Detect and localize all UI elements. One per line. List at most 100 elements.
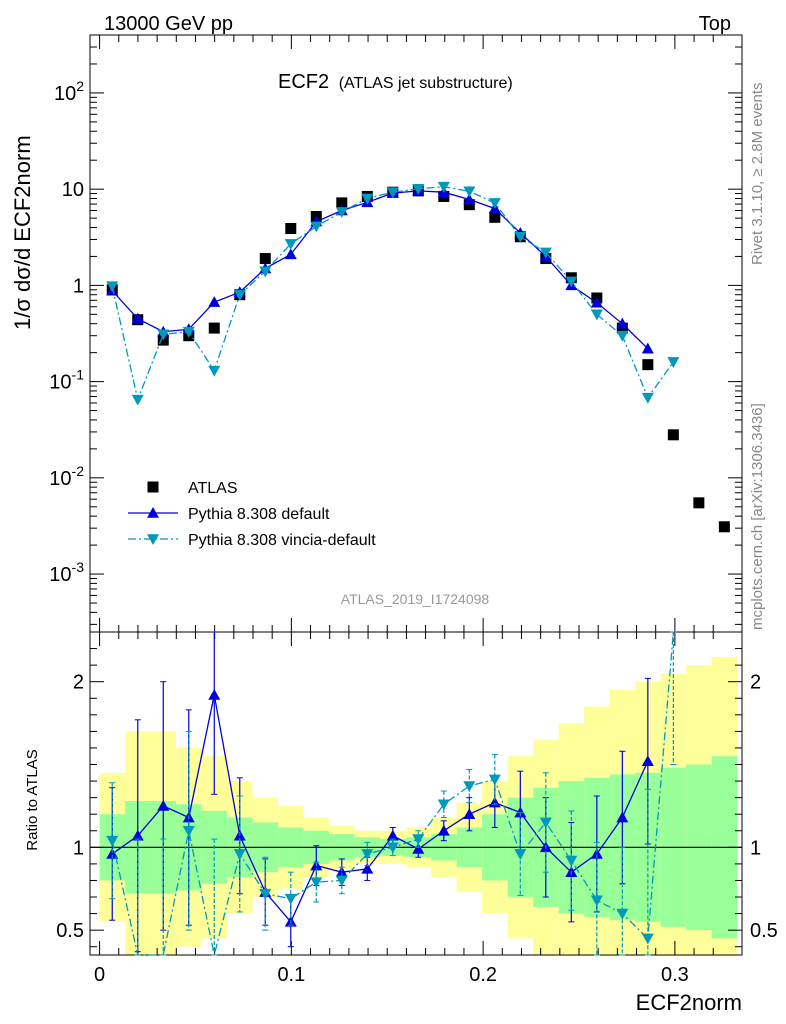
tick-exp: -2 bbox=[72, 463, 85, 479]
ratio-point-default bbox=[590, 847, 603, 859]
ratio-point-vincia bbox=[259, 888, 272, 900]
main-point-vincia bbox=[310, 221, 323, 233]
main-point-atlas bbox=[463, 199, 475, 211]
main-point-vincia bbox=[641, 392, 654, 404]
ratio-point-vincia bbox=[310, 877, 323, 889]
main-y-axis-label: 1/σ dσ/d ECF2norm bbox=[10, 135, 35, 330]
process-label: Top bbox=[699, 13, 731, 35]
x-tick-label: 0 bbox=[94, 964, 105, 986]
ratio-point-default bbox=[412, 842, 425, 854]
main-point-default bbox=[641, 342, 654, 354]
ratio-point-vincia bbox=[284, 893, 297, 905]
x-tick-label: 0.1 bbox=[277, 964, 305, 986]
main-point-vincia bbox=[437, 181, 450, 193]
main-point-vincia bbox=[412, 183, 425, 195]
main-point-atlas bbox=[208, 322, 220, 334]
ratio-y-tick-label-right: 1 bbox=[750, 837, 761, 859]
x-axis-label: ECF2norm bbox=[636, 990, 742, 1015]
ratio-point-default bbox=[131, 829, 144, 841]
main-marks bbox=[106, 181, 730, 533]
ratio-point-vincia bbox=[386, 842, 399, 854]
ratio-point-default bbox=[335, 866, 348, 877]
ratio-series-line bbox=[111, 694, 649, 924]
ratio-point-vincia bbox=[437, 799, 450, 811]
title-main: ECF2 bbox=[278, 71, 329, 93]
tick-exp: -1 bbox=[72, 367, 85, 383]
main-point-atlas bbox=[285, 223, 297, 235]
main-point-vincia bbox=[182, 326, 195, 338]
main-point-default bbox=[131, 312, 144, 324]
ratio-point-vincia bbox=[361, 849, 374, 860]
ratio-point-vincia bbox=[233, 849, 246, 860]
ratio-marks bbox=[106, 631, 677, 956]
tick-base: 10 bbox=[49, 564, 71, 586]
ratio-point-default bbox=[361, 862, 374, 874]
ratio-point-default bbox=[386, 829, 399, 841]
legend-marker-vincia bbox=[147, 534, 159, 545]
main-point-atlas bbox=[489, 211, 501, 223]
main-point-vincia bbox=[463, 186, 476, 198]
ratio-frame bbox=[89, 631, 743, 956]
main-point-default bbox=[590, 296, 603, 308]
main-point-vincia bbox=[131, 394, 144, 406]
ratio-point-vincia bbox=[641, 933, 654, 945]
tick-base: 10 bbox=[49, 372, 71, 394]
legend: ATLAS Pythia 8.308 default Pythia 8.308 vi… bbox=[128, 480, 376, 549]
legend-marker-default bbox=[147, 507, 159, 518]
main-y-tick-label: 10-2 bbox=[49, 463, 84, 490]
legend-label: ATLAS bbox=[188, 480, 238, 497]
ratio-y-tick-label: 1 bbox=[73, 837, 84, 859]
mcplots-label: mcplots.cern.ch [arXiv:1306.3436] bbox=[749, 403, 766, 630]
main-y-tick-label: 10-3 bbox=[49, 559, 84, 586]
ratio-point-default bbox=[616, 811, 629, 823]
legend-label: Pythia 8.308 vincia-default bbox=[188, 532, 376, 549]
main-point-vincia bbox=[157, 329, 170, 341]
ratio-point-default bbox=[641, 755, 654, 766]
ratio-point-vincia bbox=[539, 817, 552, 829]
analysis-watermark: ATLAS_2019_I1724098 bbox=[341, 591, 490, 607]
ratio-point-vincia bbox=[106, 835, 119, 847]
ratio-y-tick-label-right: 0.5 bbox=[750, 920, 778, 942]
ratio-point-vincia bbox=[488, 774, 501, 786]
main-point-vincia bbox=[667, 357, 680, 368]
main-point-atlas bbox=[693, 497, 705, 509]
ratio-y-tick-label: 0.5 bbox=[56, 920, 84, 942]
ratio-point-vincia bbox=[514, 849, 527, 860]
main-point-vincia bbox=[488, 198, 501, 209]
main-series-line bbox=[111, 186, 674, 402]
ratio-point-vincia bbox=[463, 781, 476, 793]
legend-label: Pythia 8.308 default bbox=[188, 506, 330, 523]
main-point-vincia bbox=[233, 289, 246, 301]
main-point-vincia bbox=[284, 239, 297, 250]
title-sub: (ATLAS jet substructure) bbox=[339, 75, 513, 92]
ratio-point-vincia bbox=[335, 875, 348, 887]
ratio-point-vincia bbox=[182, 825, 195, 837]
ratio-bands bbox=[99, 656, 738, 955]
main-point-vincia bbox=[539, 247, 552, 259]
main-point-vincia bbox=[386, 187, 399, 199]
ratio-point-default bbox=[463, 808, 476, 820]
main-point-vincia bbox=[590, 309, 603, 321]
main-point-atlas bbox=[259, 253, 271, 265]
tick-base: 10 bbox=[54, 83, 76, 105]
main-point-atlas bbox=[336, 197, 348, 209]
tick-exp: 2 bbox=[76, 78, 84, 94]
main-y-tick-label: 10-1 bbox=[49, 367, 84, 394]
rivet-label: Rivet 3.1.10, ≥ 2.8M events bbox=[749, 83, 766, 266]
main-point-atlas bbox=[718, 521, 730, 533]
tick-exp: -3 bbox=[72, 559, 85, 575]
x-tick-label: 0.3 bbox=[661, 964, 689, 986]
main-point-vincia bbox=[259, 266, 272, 278]
main-series-line bbox=[111, 190, 649, 350]
legend-marker-atlas bbox=[147, 481, 159, 493]
x-tick-label: 0.2 bbox=[469, 964, 497, 986]
main-point-default bbox=[616, 317, 629, 329]
energy-label: 13000 GeV pp bbox=[104, 13, 233, 35]
ratio-y-axis-label: Ratio to ATLAS bbox=[24, 749, 41, 850]
ratio-point-vincia bbox=[412, 834, 425, 846]
main-point-vincia bbox=[106, 281, 119, 293]
ratio-point-vincia bbox=[565, 855, 578, 867]
main-point-vincia bbox=[565, 276, 578, 288]
main-point-default bbox=[463, 193, 476, 205]
